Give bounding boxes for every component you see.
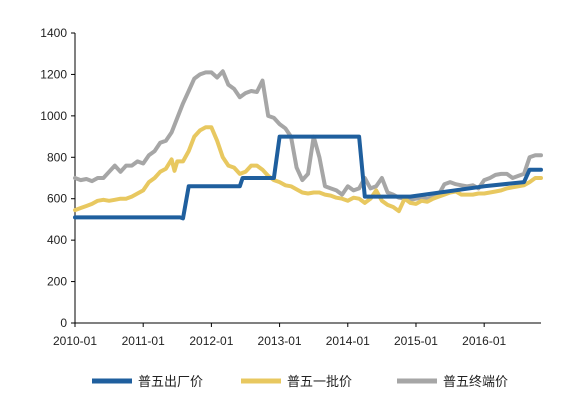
x-tick-label: 2010-01: [53, 334, 97, 348]
x-tick-label: 2012-01: [189, 334, 233, 348]
x-tick-label: 2016-01: [462, 334, 506, 348]
y-tick-label: 0: [60, 316, 67, 330]
y-tick-label: 400: [47, 233, 67, 247]
legend-label-1: 普五一批价: [287, 375, 352, 390]
legend: 普五出厂价 普五一批价 普五终端价: [92, 374, 508, 390]
y-tick-label: 200: [47, 275, 67, 289]
x-axis-ticks: 2010-01 2011-01 2012-01 2013-01 2014-01 2015-…: [53, 323, 507, 348]
y-tick-label: 1400: [40, 26, 67, 40]
y-axis-ticks: 0 200 400 600 800 1000 1200 1400: [40, 26, 75, 330]
legend-label-0: 普五出厂价: [138, 375, 203, 390]
series-line-1: [73, 125, 543, 214]
y-tick-label: 1200: [40, 67, 67, 81]
legend-label-2: 普五终端价: [443, 374, 508, 390]
x-tick-label: 2015-01: [394, 334, 438, 348]
series-layer: [73, 69, 543, 221]
x-tick-label: 2013-01: [258, 334, 302, 348]
series-line-0: [73, 134, 543, 221]
y-tick-label: 600: [47, 192, 67, 206]
series-line-2: [73, 69, 543, 202]
y-tick-label: 1000: [40, 109, 67, 123]
x-tick-label: 2014-01: [326, 334, 370, 348]
y-tick-label: 800: [47, 150, 67, 164]
x-tick-label: 2011-01: [122, 334, 165, 348]
